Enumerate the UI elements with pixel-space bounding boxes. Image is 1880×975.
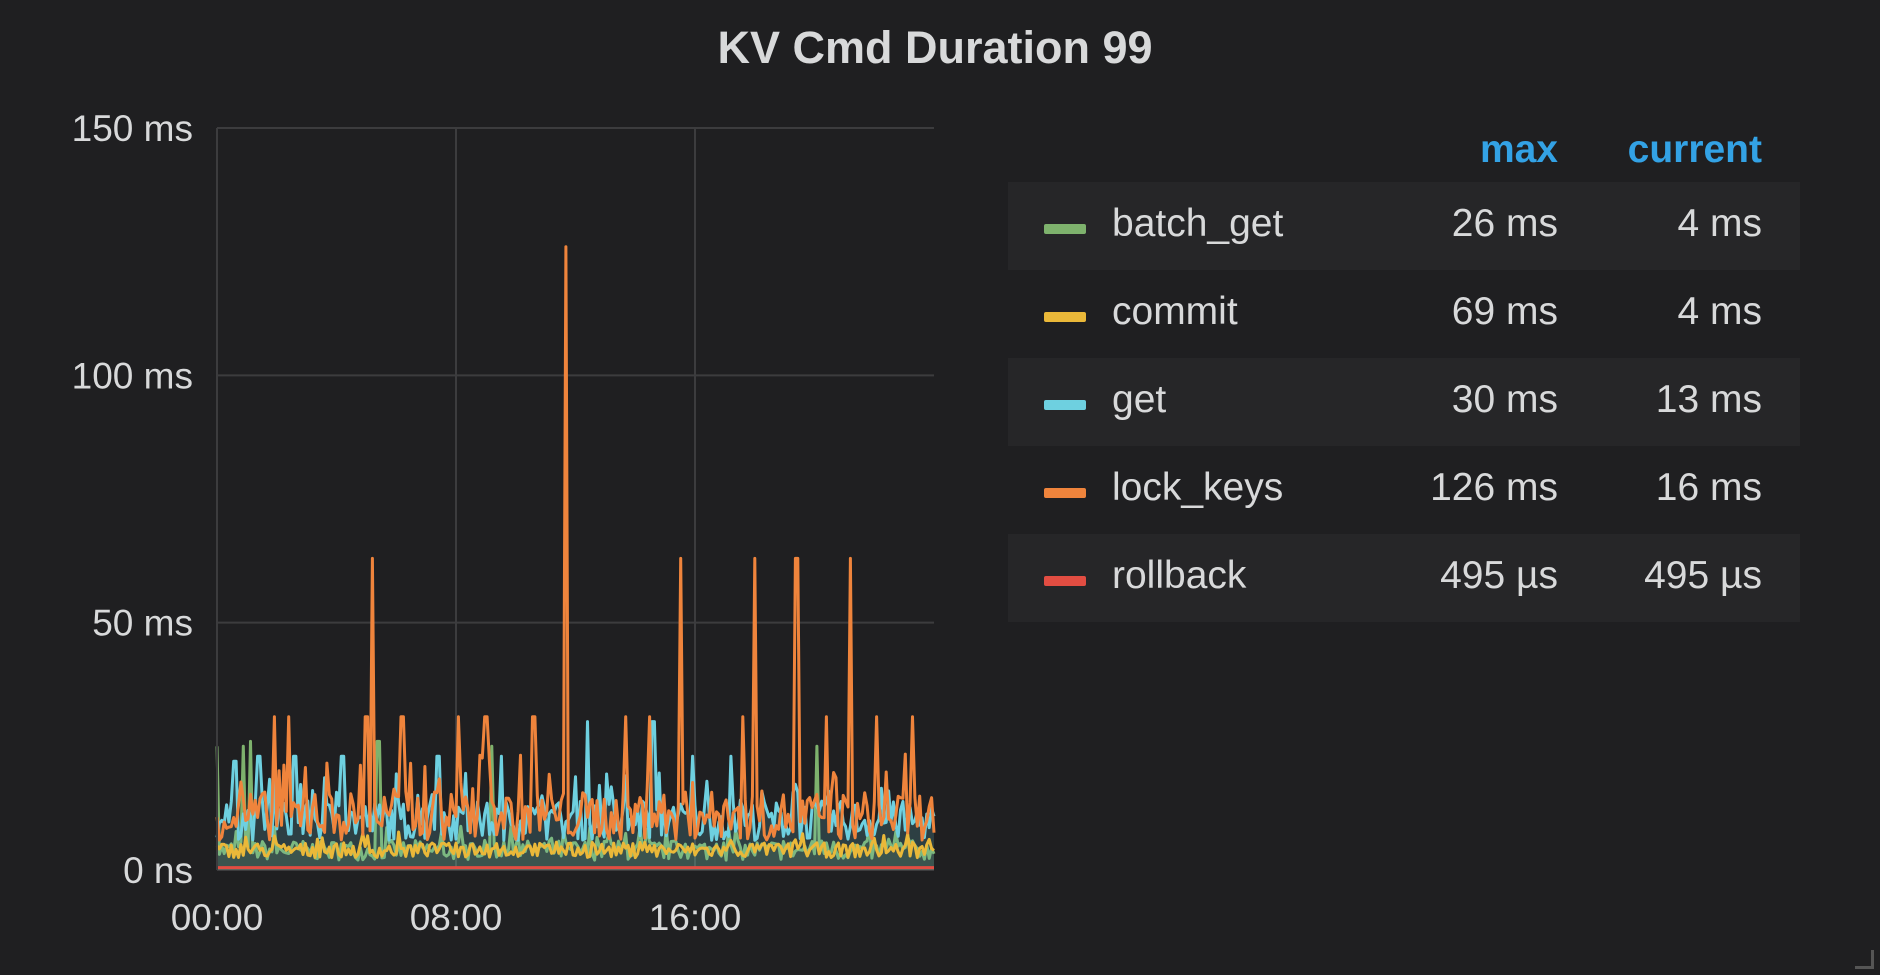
- y-tick-label: 100 ms: [72, 355, 193, 396]
- x-tick-label: 08:00: [410, 897, 503, 938]
- legend-row-commit[interactable]: commit 69 ms 4 ms: [1008, 270, 1800, 358]
- legend-row-lock-keys[interactable]: lock_keys 126 ms 16 ms: [1008, 446, 1800, 534]
- legend-series-name[interactable]: commit: [1112, 290, 1238, 333]
- legend-current-value: 4 ms: [1677, 290, 1762, 333]
- legend-header-current[interactable]: current: [1627, 128, 1762, 171]
- time-series-chart[interactable]: 0 ns 50 ms 100 ms 150 ms 00:00 08:00 16:00: [0, 0, 960, 975]
- legend-row-rollback[interactable]: rollback 495 µs 495 µs: [1008, 534, 1800, 622]
- legend-row-batch-get[interactable]: batch_get 26 ms 4 ms: [1008, 182, 1800, 270]
- y-tick-label: 50 ms: [92, 603, 193, 644]
- series-color-swatch[interactable]: [1044, 576, 1086, 586]
- x-tick-label: 16:00: [649, 897, 742, 938]
- series-color-swatch[interactable]: [1044, 400, 1086, 410]
- legend-series-name[interactable]: get: [1112, 378, 1167, 421]
- series-color-swatch[interactable]: [1044, 224, 1086, 234]
- legend-max-value: 495 µs: [1440, 554, 1558, 597]
- legend-current-value: 495 µs: [1644, 554, 1762, 597]
- legend-series-name[interactable]: batch_get: [1112, 202, 1284, 245]
- legend-table: max current batch_get 26 ms 4 ms commit …: [1008, 118, 1800, 622]
- legend-header: max current: [1008, 118, 1800, 182]
- legend-max-value: 30 ms: [1451, 378, 1558, 421]
- legend-row-get[interactable]: get 30 ms 13 ms: [1008, 358, 1800, 446]
- resize-handle-icon[interactable]: [1855, 950, 1874, 969]
- legend-series-name[interactable]: rollback: [1112, 554, 1247, 597]
- legend-current-value: 16 ms: [1655, 466, 1762, 509]
- series-color-swatch[interactable]: [1044, 488, 1086, 498]
- x-tick-label: 00:00: [171, 897, 264, 938]
- y-tick-label: 150 ms: [72, 108, 193, 149]
- series-color-swatch[interactable]: [1044, 312, 1086, 322]
- y-tick-label: 0 ns: [123, 850, 193, 891]
- legend-current-value: 13 ms: [1655, 378, 1762, 421]
- series-line-lock-keys: [215, 245, 936, 842]
- legend-max-value: 26 ms: [1451, 202, 1558, 245]
- legend-max-value: 69 ms: [1451, 290, 1558, 333]
- series-line-commit: [215, 830, 935, 860]
- legend-header-max[interactable]: max: [1479, 128, 1558, 171]
- panel-title[interactable]: KV Cmd Duration 99: [717, 22, 1153, 73]
- legend-current-value: 4 ms: [1677, 202, 1762, 245]
- legend-series-name[interactable]: lock_keys: [1112, 466, 1284, 509]
- legend-max-value: 126 ms: [1430, 466, 1558, 509]
